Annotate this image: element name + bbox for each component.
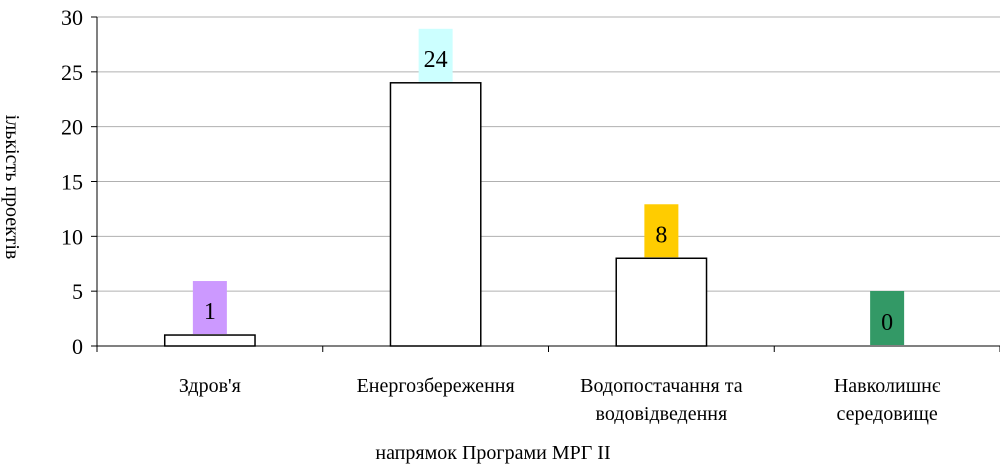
data-label: 24	[424, 47, 448, 73]
y-tick-label: 25	[61, 60, 83, 85]
x-tick-label: Здров'я	[179, 375, 241, 397]
y-tick-label: 5	[72, 279, 83, 304]
data-labels: 1 24 8 0	[192, 28, 905, 345]
data-label-box	[192, 281, 227, 335]
x-tick-label: Енергозбереження	[357, 375, 515, 397]
y-tick-label: 0	[72, 334, 83, 359]
x-axis	[96, 345, 1000, 352]
bar	[615, 257, 708, 347]
bars	[163, 82, 708, 347]
x-tick-label: Водопостачання та водовідведення	[580, 375, 743, 425]
data-label-box	[418, 28, 453, 82]
data-label-box	[870, 291, 905, 345]
bar	[163, 334, 256, 347]
category-labels: Здров'я Енергозбереження Водопостачання та…	[179, 375, 941, 425]
bar	[389, 82, 482, 347]
y-axis: 0 5 10 15 20 25 30	[61, 5, 98, 359]
y-tick-label: 15	[61, 170, 83, 195]
data-label: 0	[881, 310, 893, 336]
x-axis-title: напрямок Програми МРГ ІІ	[375, 442, 610, 464]
y-tick-label: 30	[61, 5, 83, 30]
x-tick-label: Навколишнє середовище	[834, 375, 941, 425]
data-label-box	[644, 204, 679, 258]
y-axis-title: ількість проектів	[1, 115, 23, 260]
data-label: 8	[655, 222, 667, 248]
data-label: 1	[204, 299, 216, 325]
gridlines	[97, 16, 1000, 292]
y-tick-label: 10	[61, 224, 83, 249]
y-tick-label: 20	[61, 115, 83, 140]
